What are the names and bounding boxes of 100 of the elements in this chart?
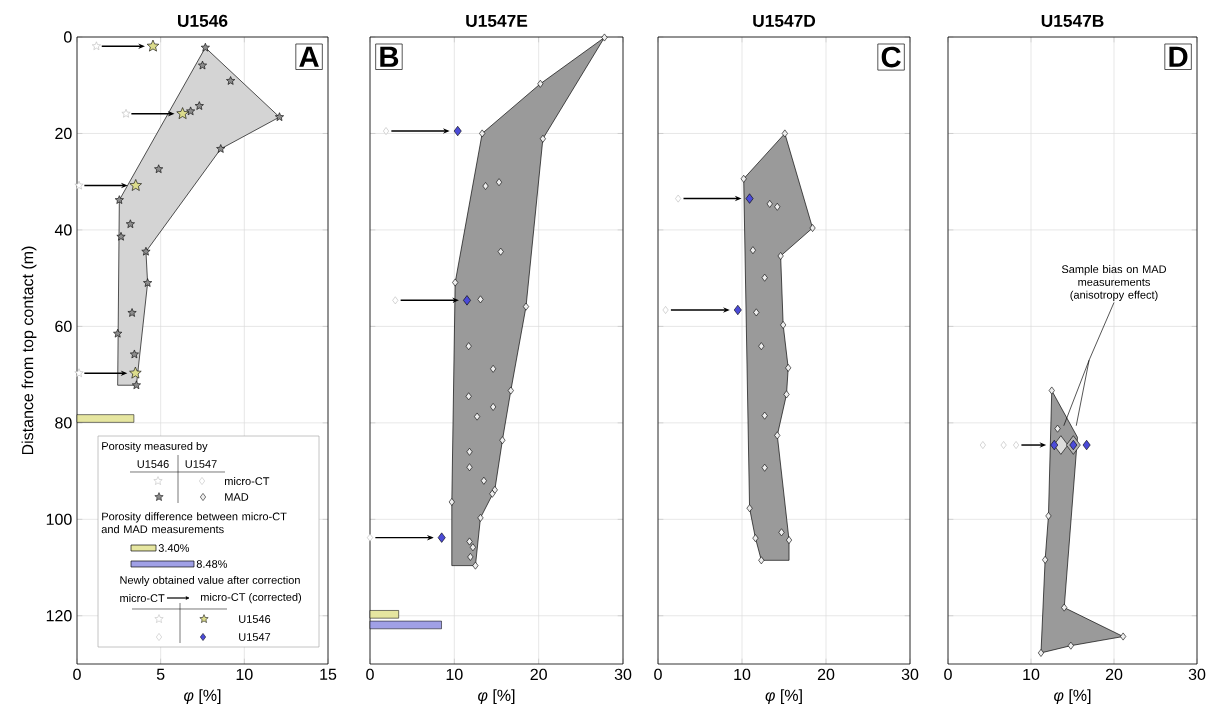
point [141, 246, 151, 256]
point [1082, 439, 1091, 451]
point [1000, 441, 1007, 449]
point [761, 463, 768, 472]
y-tick-label: 80 [55, 417, 72, 429]
annotation: U1547 [185, 460, 217, 468]
annotation: micro-CT [120, 593, 165, 603]
x-tick-label: 20 [817, 668, 835, 681]
y-tick-label: 40 [54, 224, 72, 236]
point [733, 304, 742, 316]
annotation: micro-CT [225, 476, 270, 486]
point [786, 536, 793, 544]
point [1045, 512, 1052, 520]
y-tick-label: 100 [46, 513, 72, 525]
point [465, 392, 472, 401]
point [479, 129, 486, 138]
point [121, 108, 131, 118]
point [497, 247, 504, 256]
point [129, 366, 142, 379]
point [758, 342, 765, 351]
x-tick-label: 20 [530, 668, 547, 681]
annotation: micro-CT (corrected) [201, 592, 302, 604]
y-tick-label: 0 [64, 31, 72, 43]
x-tick-label: 20 [1105, 668, 1123, 681]
point [469, 543, 476, 552]
point [1048, 386, 1055, 395]
y-tick-label: 60 [55, 320, 72, 333]
point [448, 498, 455, 506]
point [745, 193, 754, 204]
x-axis-title: φ [%] [478, 689, 515, 705]
x-axis-title: φ [%] [1054, 689, 1091, 705]
point [91, 41, 101, 51]
annotation: Newly obtained value after correction [120, 575, 300, 587]
x-tick-label: 10 [1023, 668, 1040, 681]
point [437, 532, 446, 543]
point [383, 127, 390, 135]
point [392, 296, 399, 305]
point [499, 436, 506, 445]
point [675, 194, 682, 203]
point [539, 134, 546, 143]
point [1120, 632, 1127, 641]
point [601, 33, 608, 42]
point [463, 295, 471, 306]
point [114, 195, 124, 204]
point [783, 390, 790, 399]
point [474, 412, 481, 421]
point [1067, 641, 1074, 650]
annotation: U1546 [137, 460, 169, 468]
point [752, 534, 759, 543]
point [785, 363, 792, 372]
annotation: B [380, 46, 399, 67]
point [778, 528, 785, 537]
point [200, 42, 210, 52]
point [74, 180, 84, 190]
point [465, 342, 472, 351]
point [129, 349, 139, 359]
point [198, 60, 207, 70]
point [746, 504, 753, 513]
x-tick-label: 0 [944, 668, 952, 681]
annotation: Porosity difference between micro-CT and MAD measurements [101, 512, 287, 534]
point [753, 308, 760, 317]
x-axis-title: φ [%] [184, 689, 221, 705]
x-tick-label: 0 [654, 668, 662, 681]
y-tick-label: 20 [55, 127, 72, 140]
point [1013, 441, 1020, 449]
point [761, 273, 768, 282]
point [466, 463, 473, 472]
annotation: Porosity measured by [102, 441, 208, 453]
x-tick-label: 30 [1188, 668, 1206, 681]
point [979, 441, 986, 449]
x-tick-label: 15 [320, 668, 337, 680]
point [127, 308, 137, 317]
point [482, 182, 489, 190]
point [143, 278, 153, 287]
point [216, 144, 226, 153]
point [740, 174, 747, 183]
x-tick-label: 30 [901, 668, 919, 681]
point [537, 79, 544, 88]
chart-title: U1547B [1041, 14, 1104, 27]
annotation: Sample bias on MAD measurements (anisotropy effect) [1061, 265, 1167, 301]
point [1042, 555, 1049, 564]
point [274, 112, 284, 121]
annotation: A [299, 46, 319, 67]
point [1050, 439, 1059, 451]
point [480, 476, 487, 485]
point [489, 489, 496, 498]
point [453, 125, 462, 137]
point [477, 295, 484, 304]
point [477, 513, 484, 522]
annotation: 3.40% [158, 544, 190, 552]
point [113, 328, 123, 338]
x-tick-label: 5 [156, 668, 165, 680]
point [129, 179, 142, 191]
y-axis-title: Distance from top contact (m) [21, 246, 37, 455]
point [766, 199, 773, 208]
x-tick-label: 10 [446, 668, 463, 681]
chart-title: U1547D [753, 14, 816, 27]
point [758, 556, 765, 565]
x-tick-label: 0 [73, 668, 81, 681]
point [781, 129, 788, 138]
